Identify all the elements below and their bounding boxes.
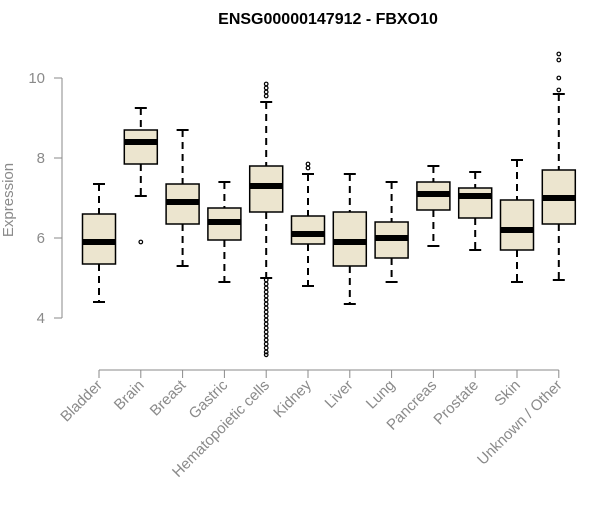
- iqr-box: [499, 199, 535, 251]
- box-pancreas: [416, 165, 451, 247]
- y-axis-title: Expression: [0, 163, 17, 237]
- outlier-point: [263, 289, 269, 295]
- outlier-point: [263, 337, 269, 343]
- box-skin: [499, 159, 535, 283]
- x-tick-label: Breast: [147, 376, 190, 419]
- x-tick-label: Bladder: [57, 377, 106, 426]
- x-tick-label: Liver: [322, 377, 357, 412]
- outlier-point: [263, 277, 269, 283]
- chart-title: ENSG00000147912 - FBXO10: [218, 11, 438, 28]
- outlier-point: [263, 317, 269, 323]
- outlier-point: [556, 57, 562, 63]
- outlier-point: [263, 329, 269, 335]
- outlier-point: [263, 81, 269, 87]
- outlier-point: [263, 281, 269, 287]
- box-series: [81, 51, 577, 358]
- box-prostate: [457, 171, 493, 251]
- outlier-point: [263, 345, 269, 351]
- x-tick-label: Kidney: [270, 376, 315, 421]
- outlier-point: [556, 75, 562, 81]
- outlier-point: [263, 285, 269, 291]
- box-unknown-other: [541, 51, 577, 281]
- outlier-point: [263, 349, 269, 355]
- outlier-point: [263, 313, 269, 319]
- x-tick-label: Brain: [111, 377, 148, 414]
- box-kidney: [290, 161, 326, 287]
- outlier-point: [556, 87, 562, 93]
- outlier-point: [263, 293, 269, 299]
- outlier-point: [263, 325, 269, 331]
- iqr-box: [457, 187, 493, 219]
- outlier-point: [263, 89, 269, 95]
- outlier-point: [263, 297, 269, 303]
- outlier-point: [138, 239, 144, 245]
- iqr-box: [123, 129, 159, 165]
- y-tick-label: 6: [37, 230, 45, 247]
- outlier-point: [263, 305, 269, 311]
- outlier-point: [305, 161, 311, 167]
- box-liver: [332, 173, 368, 305]
- y-tick-label: 4: [37, 310, 45, 327]
- x-tick-label: Skin: [491, 377, 524, 410]
- box-lung: [374, 181, 409, 283]
- outlier-point: [263, 321, 269, 327]
- outlier-point: [263, 85, 269, 91]
- x-tick-label: Lung: [363, 377, 399, 413]
- outlier-point: [305, 165, 311, 171]
- box-breast: [165, 129, 200, 267]
- outlier-point: [263, 309, 269, 315]
- box-gastric: [207, 181, 242, 283]
- box-bladder: [81, 183, 117, 303]
- iqr-box: [290, 215, 326, 245]
- outlier-point: [263, 333, 269, 339]
- outlier-point: [263, 341, 269, 347]
- outlier-point: [556, 51, 562, 57]
- box-brain: [123, 107, 159, 245]
- y-tick-label: 8: [37, 150, 45, 167]
- outlier-point: [263, 301, 269, 307]
- outlier-point: [263, 352, 269, 358]
- box-hematopoietic-cells: [248, 81, 284, 358]
- y-axis: 4 6 8 10: [28, 70, 63, 327]
- y-tick-label: 10: [28, 70, 45, 87]
- outlier-point: [263, 93, 269, 99]
- x-tick-label: Prostate: [430, 377, 482, 429]
